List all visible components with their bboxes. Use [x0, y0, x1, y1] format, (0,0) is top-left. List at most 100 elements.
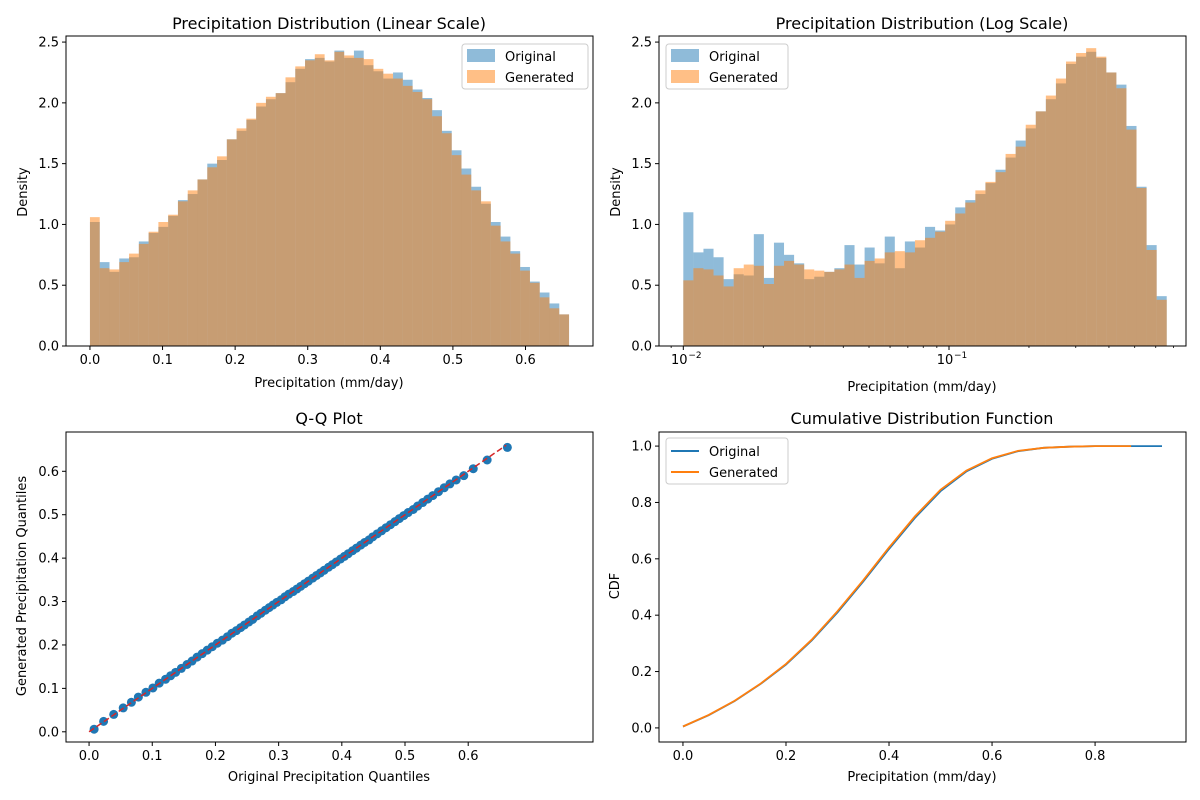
- histogram-bar-generated: [743, 264, 754, 346]
- x-tick-label: 0.5: [443, 353, 464, 368]
- chart-title-cdf: Cumulative Distribution Function: [791, 409, 1054, 428]
- histogram-bar-generated: [1045, 95, 1056, 346]
- y-tick-label: 1.5: [38, 157, 59, 172]
- y-tick-label: 0.5: [38, 508, 59, 523]
- histogram-bar-generated: [168, 214, 178, 346]
- x-tick-exponent: −2: [688, 351, 701, 361]
- histogram-bar-generated: [1126, 129, 1137, 346]
- histogram-bar-generated: [246, 118, 257, 347]
- legend-label-generated: Generated: [709, 71, 778, 86]
- y-axis-label-linear: Density: [16, 167, 31, 217]
- histogram-bar-generated: [539, 297, 550, 346]
- y-axis-label-qq: Generated Precipitation Quantiles: [15, 476, 30, 696]
- legend-swatch-generated: [671, 70, 699, 83]
- x-tick-label: 0.0: [79, 749, 100, 764]
- x-tick-label: 0.4: [370, 353, 391, 368]
- y-tick-label: 0.0: [631, 340, 652, 355]
- histogram-bar-generated: [995, 172, 1006, 346]
- histogram-bar-generated: [402, 85, 413, 346]
- y-tick-label: 2.0: [38, 96, 59, 111]
- histogram-bar-generated: [324, 60, 335, 347]
- histogram-bar-generated: [753, 265, 764, 346]
- x-axis-label-cdf: Precipitation (mm/day): [847, 770, 996, 785]
- histogram-bar-generated: [344, 55, 354, 346]
- histogram-bar-generated: [975, 190, 986, 346]
- y-tick-label: 1.5: [631, 157, 652, 172]
- histogram-bar-generated: [305, 60, 315, 347]
- y-tick-label: 0.2: [631, 665, 652, 680]
- y-tick-label: 0.6: [38, 465, 59, 480]
- histogram-bar-generated: [207, 167, 218, 346]
- histogram-bar-generated: [894, 251, 905, 346]
- histogram-bar-generated: [723, 286, 734, 346]
- histogram-bar-generated: [965, 202, 976, 346]
- x-tick-label: 0.3: [268, 749, 289, 764]
- histogram-bar-generated: [422, 99, 433, 346]
- axes-frame: [658, 431, 1187, 743]
- histogram-bar-generated: [148, 231, 159, 346]
- histogram-bar-generated: [1015, 146, 1026, 346]
- histogram-bar-generated: [481, 201, 491, 346]
- panel-qq-plot: Q-Q Plot 0.0 0.1 0.2 0.3 0.4 0.5 0.60.00.10.20…: [15, 409, 594, 785]
- x-tick-label: 10: [937, 353, 954, 368]
- histogram-bar-generated: [373, 68, 384, 346]
- histogram-bar-generated: [1066, 61, 1077, 346]
- histogram-bar-generated: [1035, 111, 1046, 346]
- histogram-bar-generated: [314, 54, 325, 347]
- histogram-bar-generated: [1156, 299, 1167, 346]
- histogram-bar-generated: [844, 264, 855, 346]
- histogram-bar-generated: [955, 213, 966, 346]
- x-tick-label: 0.2: [225, 353, 246, 368]
- histogram-bar-generated: [559, 314, 570, 346]
- x-tick-label: 0.6: [458, 749, 479, 764]
- histogram-bar-generated: [683, 280, 694, 346]
- histogram-bar-generated: [773, 265, 785, 346]
- y-tick-label: 0.8: [631, 496, 652, 511]
- y-tick-label: 2.5: [38, 36, 59, 51]
- histogram-bar-generated: [733, 268, 744, 346]
- y-tick-label: 0.1: [38, 682, 59, 697]
- x-tick-label: 0.1: [152, 353, 173, 368]
- y-tick-label: 0.0: [631, 721, 652, 736]
- legend-log: Original Generated: [665, 43, 789, 90]
- histogram-bar-generated: [177, 201, 188, 346]
- legend-label-generated: Generated: [709, 466, 778, 481]
- x-tick-label: 0.6: [982, 749, 1003, 764]
- panel-cdf: Cumulative Distribution Function 0.0 0.2 0…: [608, 409, 1187, 785]
- histogram-bar-generated: [275, 93, 286, 346]
- legend-label-generated: Generated: [505, 71, 574, 86]
- axes-frame: [65, 431, 594, 743]
- histogram-bar-generated: [226, 139, 237, 346]
- qq-point: [459, 471, 469, 481]
- x-tick-label: 0.3: [297, 353, 318, 368]
- histogram-bar-generated: [197, 179, 208, 346]
- legend-linear: Original Generated: [461, 43, 589, 90]
- plot-area-qq: 0.0 0.1 0.2 0.3 0.4 0.5 0.6 0.0 0.1 0.2 0.3 0.4 0.5 0…: [38, 431, 594, 764]
- legend-cdf: Original Generated: [665, 437, 789, 485]
- histogram-bar-generated: [432, 116, 442, 346]
- histogram-bar-generated: [1106, 72, 1117, 347]
- x-tick-label: 0.1: [142, 749, 163, 764]
- histogram-bar-generated: [383, 73, 394, 346]
- histogram-bar-generated: [763, 284, 774, 346]
- y-tick-label: 0.5: [38, 279, 59, 294]
- axes-frame: [658, 35, 1187, 347]
- histogram-bar-generated: [529, 282, 540, 346]
- x-tick-label: 10: [671, 353, 688, 368]
- histogram-bar-generated: [713, 275, 724, 346]
- histogram-bar-generated: [353, 57, 364, 346]
- histogram-bar-generated: [119, 262, 130, 346]
- histogram-bar-generated: [89, 217, 100, 346]
- histogram-bar-generated: [256, 102, 266, 346]
- y-tick-label: 2.0: [631, 96, 652, 111]
- x-tick-label: 0.4: [879, 749, 900, 764]
- histogram-bar-original: [683, 212, 694, 346]
- cdf-line-generated: [682, 445, 1132, 728]
- x-axis-label-log: Precipitation (mm/day): [847, 380, 996, 395]
- plot-area-log: 10 −2 10 −10.00.51.01.52.02.5: [631, 35, 1187, 368]
- x-tick-label: 0.0: [80, 353, 101, 368]
- y-tick-label: 0.5: [631, 279, 652, 294]
- y-axis-label-cdf: CDF: [608, 573, 623, 600]
